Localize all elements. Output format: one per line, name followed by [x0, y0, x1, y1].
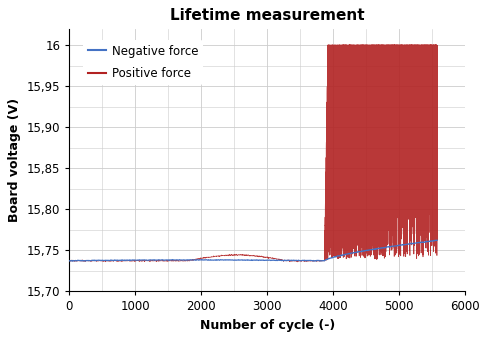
Legend: Negative force, Positive force: Negative force, Positive force: [83, 40, 203, 85]
Y-axis label: Board voltage (V): Board voltage (V): [8, 98, 21, 222]
Title: Lifetime measurement: Lifetime measurement: [170, 8, 365, 23]
X-axis label: Number of cycle (-): Number of cycle (-): [200, 319, 335, 332]
